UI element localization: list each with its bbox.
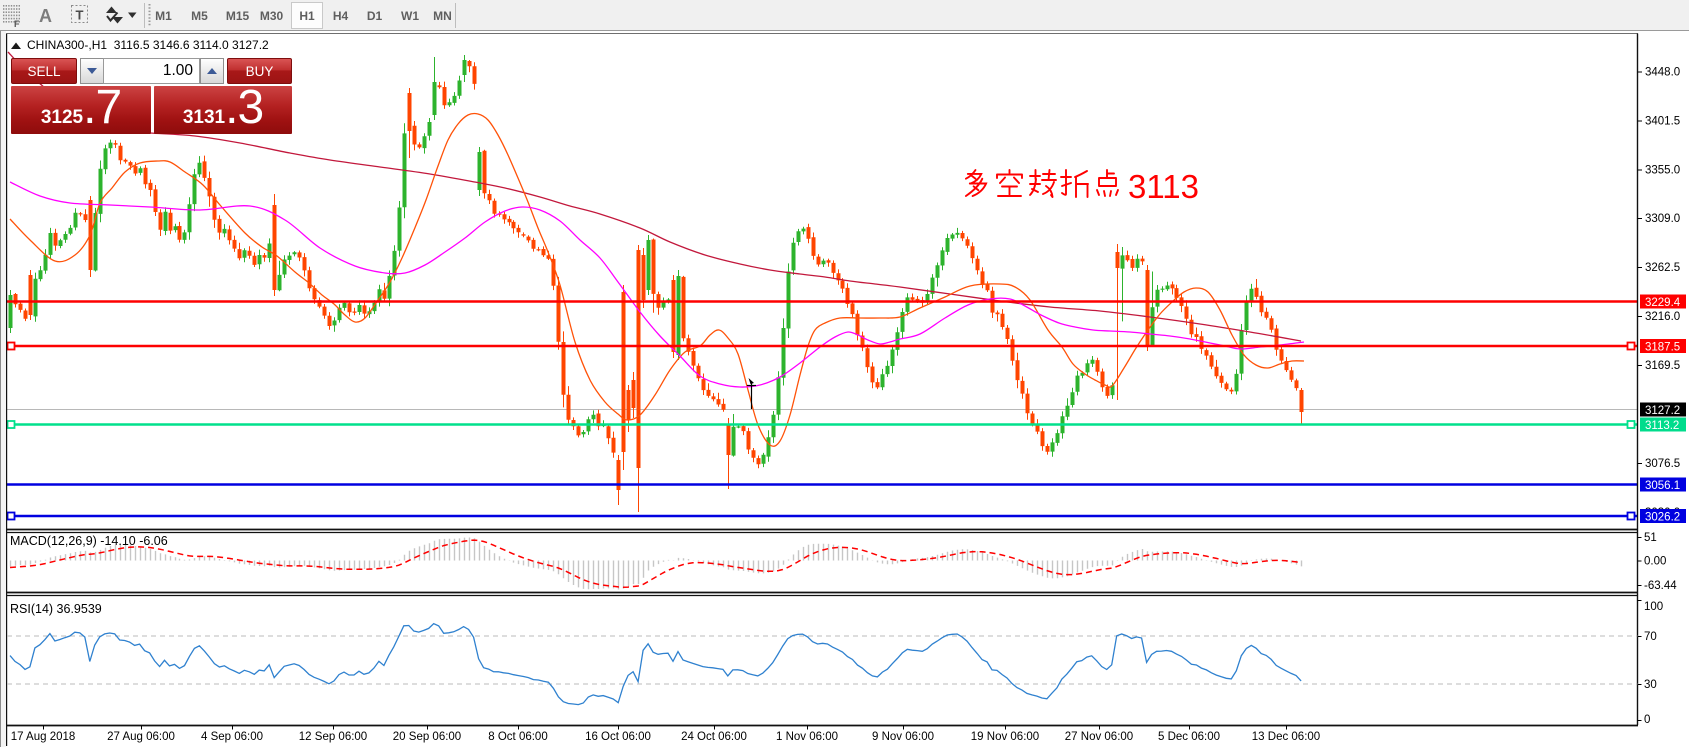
svg-text:70: 70	[1644, 631, 1657, 643]
svg-text:-63.44: -63.44	[1644, 580, 1677, 592]
svg-text:3113: 3113	[1128, 168, 1199, 205]
svg-text:100: 100	[1644, 601, 1663, 613]
svg-text:3229.4: 3229.4	[1645, 297, 1681, 309]
svg-text:MACD(12,26,9) -14.10 -6.06: MACD(12,26,9) -14.10 -6.06	[10, 534, 168, 548]
svg-text:9 Nov 06:00: 9 Nov 06:00	[872, 731, 934, 743]
svg-text:RSI(14) 36.9539: RSI(14) 36.9539	[10, 602, 102, 616]
svg-text:3309.0: 3309.0	[1645, 213, 1680, 225]
svg-text:3262.5: 3262.5	[1645, 262, 1680, 274]
svg-text:16 Oct 06:00: 16 Oct 06:00	[585, 731, 651, 743]
svg-text:3056.1: 3056.1	[1645, 480, 1680, 492]
svg-text:3026.2: 3026.2	[1645, 512, 1680, 524]
svg-text:17 Aug 2018: 17 Aug 2018	[11, 731, 76, 743]
svg-text:MN: MN	[433, 9, 452, 23]
svg-text:D1: D1	[367, 9, 383, 23]
svg-text:3113.2: 3113.2	[1645, 420, 1679, 432]
svg-text:3076.5: 3076.5	[1645, 458, 1680, 470]
svg-text:3187.5: 3187.5	[1645, 342, 1680, 354]
svg-text:3448.0: 3448.0	[1645, 67, 1680, 79]
svg-text:M15: M15	[226, 9, 250, 23]
svg-text:M30: M30	[260, 9, 284, 23]
svg-text:24 Oct 06:00: 24 Oct 06:00	[681, 731, 747, 743]
svg-text:27 Nov 06:00: 27 Nov 06:00	[1065, 731, 1133, 743]
svg-text:19 Nov 06:00: 19 Nov 06:00	[971, 731, 1039, 743]
svg-text:51: 51	[1644, 532, 1657, 544]
svg-text:27 Aug 06:00: 27 Aug 06:00	[107, 731, 175, 743]
svg-text:A: A	[39, 6, 52, 26]
svg-text:0.00: 0.00	[1644, 556, 1666, 568]
svg-text:5 Dec 06:00: 5 Dec 06:00	[1158, 731, 1220, 743]
svg-text:3401.5: 3401.5	[1645, 116, 1680, 128]
svg-text:3355.0: 3355.0	[1645, 165, 1680, 177]
svg-text:3216.0: 3216.0	[1645, 311, 1680, 323]
svg-text:12 Sep 06:00: 12 Sep 06:00	[299, 731, 367, 743]
svg-text:0: 0	[1644, 714, 1650, 726]
svg-text:4 Sep 06:00: 4 Sep 06:00	[201, 731, 263, 743]
svg-text:1 Nov 06:00: 1 Nov 06:00	[776, 731, 838, 743]
svg-text:20 Sep 06:00: 20 Sep 06:00	[393, 731, 461, 743]
svg-text:H4: H4	[333, 9, 349, 23]
svg-text:3169.5: 3169.5	[1645, 360, 1680, 372]
svg-text:M5: M5	[191, 9, 208, 23]
svg-text:H1: H1	[299, 9, 315, 23]
svg-text:T: T	[76, 8, 84, 23]
svg-text:13 Dec 06:00: 13 Dec 06:00	[1252, 731, 1320, 743]
svg-text:30: 30	[1644, 679, 1657, 691]
svg-text:M1: M1	[155, 9, 172, 23]
svg-text:F: F	[14, 19, 20, 29]
svg-text:W1: W1	[401, 9, 419, 23]
svg-text:3127.2: 3127.2	[1645, 405, 1680, 417]
svg-text:8 Oct 06:00: 8 Oct 06:00	[488, 731, 547, 743]
svg-text:CHINA300-,H1 3116.5 3146.6 31: CHINA300-,H1 3116.5 3146.6 3114.0 3127.2	[27, 38, 269, 52]
